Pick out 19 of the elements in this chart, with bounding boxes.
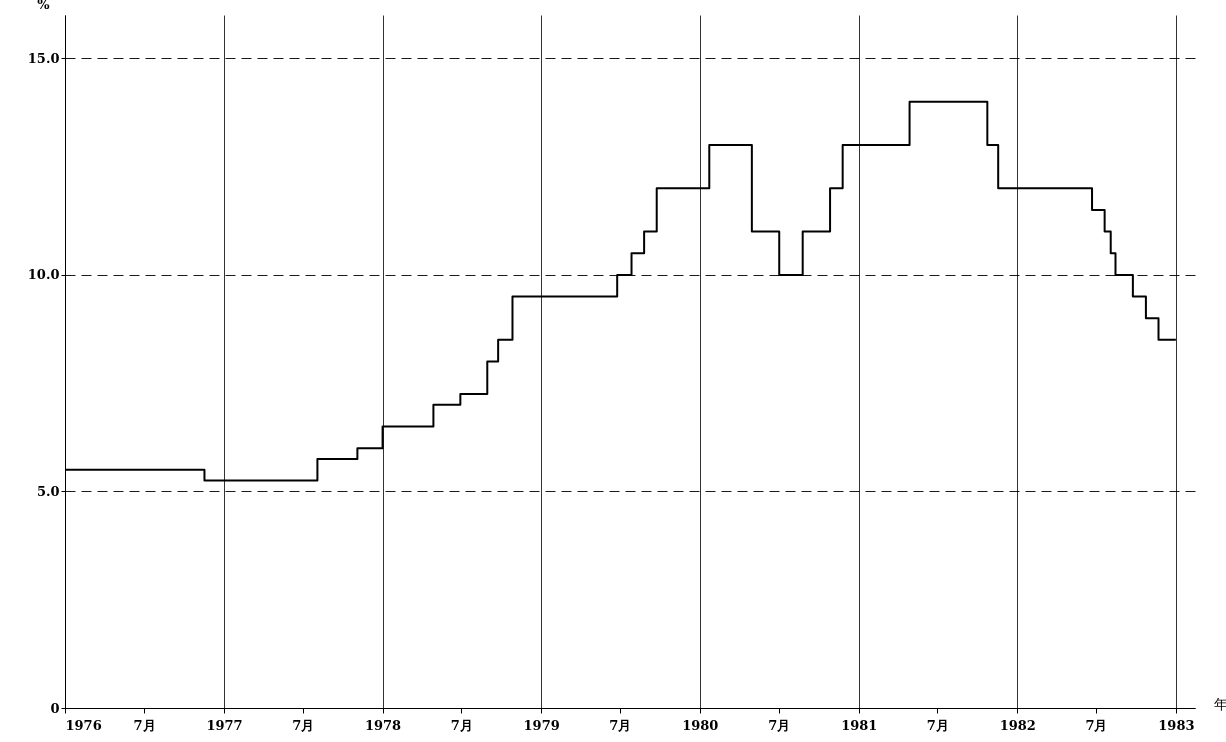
x-tick-label: 7月 — [768, 717, 791, 733]
x-tick-label: 1980 — [682, 717, 719, 733]
x-tick-label: 7月 — [1085, 717, 1108, 733]
y-tick-label: 0 — [50, 700, 60, 716]
y-tick-label: 5.0 — [36, 483, 60, 499]
x-tick-label: 7月 — [292, 717, 315, 733]
x-tick-label: 7月 — [133, 717, 156, 733]
x-tick-label: 1976 — [65, 717, 102, 733]
x-tick-label: 1978 — [364, 717, 402, 733]
y-tick-label: 10.0 — [27, 267, 60, 283]
x-tick-label: 1977 — [206, 717, 243, 733]
x-tick-label: 7月 — [926, 717, 949, 733]
x-tick-label: 1981 — [841, 717, 878, 733]
x-tick-label: 1982 — [999, 717, 1036, 733]
y-tick-label: 15.0 — [27, 50, 60, 66]
x-tick-label: 1979 — [523, 717, 560, 733]
x-tick-label: 1983 — [1158, 717, 1195, 733]
x-tick-label: 7月 — [450, 717, 473, 733]
x-tick-label: 7月 — [609, 717, 632, 733]
